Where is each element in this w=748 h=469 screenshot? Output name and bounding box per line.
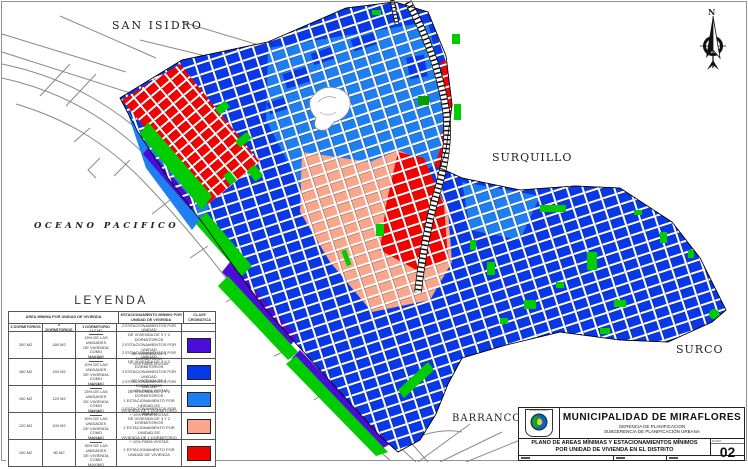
org-name: MUNICIPALIDAD DE MIRAFLORES <box>562 412 742 423</box>
plan-title: PLANO DE AREAS MÍNIMAS Y ESTACIONAMIENTO… <box>519 439 711 455</box>
legend-title: LEYENDA <box>74 293 148 307</box>
north-arrow-icon <box>700 15 726 70</box>
parking-rule: 2 ESTACIONAMIENTOS POR UNIDAD DE VIVIEND… <box>117 406 182 444</box>
area-2dorm: 80 M2 <box>43 440 76 467</box>
color-key-cell <box>182 413 215 439</box>
field-cell <box>519 456 614 460</box>
legend-header-spacer <box>182 324 215 331</box>
legend-header-2dorm: 2 DORMITORIOS <box>43 323 76 332</box>
area-1dorm-note: 25% DE LAS UNIDADES DE VIVIENDA COMO MAX… <box>83 389 109 414</box>
area-3dorm: 120 M2 <box>9 413 43 440</box>
area-2dorm: 100 M2 <box>43 413 76 440</box>
color-key-cell <box>182 386 215 412</box>
label-surquillo: SURQUILLO <box>492 151 573 164</box>
area-1dorm: 90 M2 25% DE LAS UNIDADES DE VIVIENDA CO… <box>76 382 117 414</box>
color-key-cell <box>182 359 215 385</box>
legend-row: 120 M2 100 M2 80 M2 30% DE LAS UNIDADES … <box>9 406 215 444</box>
parking-rule: 2 ESTACIONAMIENTOS POR UNIDAD DE VIVIEND… <box>117 379 182 417</box>
area-1dorm: 70 M2 35% DE LAS UNIDADES DE VIVIENDA CO… <box>76 436 117 468</box>
color-swatch-light-blue <box>186 391 211 407</box>
area-2dorm: 150 M2 <box>43 359 76 386</box>
color-swatch-blue <box>186 364 211 380</box>
area-1dorm-note: 20% DE LAS UNIDADES DE VIVIENDA COMO MAX… <box>83 362 109 387</box>
legend-table: AREA MINIMA POR UNIDAD DE VIVIENDA ESTAC… <box>8 311 216 468</box>
title-block-fields <box>519 456 744 460</box>
area-1dorm-note: 35% DE LAS UNIDADES DE VIVIENDA COMO MAX… <box>83 443 109 468</box>
legend-row: 200 M2 180 M2 110 M2 15% DE LAS UNIDADES… <box>9 323 215 366</box>
area-1dorm-note: 15% DE LAS UNIDADES DE VIVIENDA COMO MAX… <box>83 335 109 360</box>
legend-row: 100 M2 80 M2 70 M2 35% DE LAS UNIDADES D… <box>9 436 215 468</box>
title-block: MIRAFLORES MUNICIPALIDAD DE MIRAFLORES G… <box>518 407 745 461</box>
sheet-number: 02 <box>719 444 736 460</box>
area-1dorm-value: 80 M2 <box>90 409 102 416</box>
org-dept: GERENCIA DE PLANIFICACION <box>618 424 686 429</box>
plan-title-line1: PLANO DE AREAS MÍNIMAS Y ESTACIONAMIENTO… <box>531 440 698 447</box>
area-1dorm-value: 70 M2 <box>90 436 102 443</box>
color-swatch-salmon <box>186 418 211 434</box>
area-1dorm: 100 M2 20% DE LAS UNIDADES DE VIVIENDA C… <box>76 355 117 387</box>
area-1dorm: 110 M2 15% DE LAS UNIDADES DE VIVIENDA C… <box>76 328 117 360</box>
area-1dorm-value: 90 M2 <box>90 382 102 389</box>
legend-header-3dorm: 3 DORMITORIOS <box>9 324 43 332</box>
field-label-mark <box>521 457 530 459</box>
legend-header-spacer <box>117 324 182 332</box>
color-key-cell <box>182 332 215 358</box>
sheet-frame <box>1 1 747 461</box>
logo-text: MIRAFLORES <box>529 409 549 412</box>
field-cell <box>614 456 667 460</box>
barranco-roads <box>397 423 521 462</box>
legend-header-parking: ESTACIONAMIENTO MINIMO POR UNIDAD DE VIV… <box>119 312 185 324</box>
area-1dorm: 80 M2 30% DE LAS UNIDADES DE VIVIENDA CO… <box>76 409 117 441</box>
area-1dorm-note: 30% DE LAS UNIDADES DE VIVIENDA COMO MAX… <box>83 416 109 441</box>
parking-rule: 1 ESTACIONAMIENTO POR UNIDAD DE VIVIENDA <box>117 440 182 467</box>
org-subdept: SUBGERENCIA DE PLANIFICACIÓN URBANA <box>604 429 700 434</box>
label-barranco: BARRANCO <box>452 413 522 424</box>
color-swatch-red <box>186 445 211 461</box>
field-label-mark <box>669 457 678 459</box>
field-label-mark <box>616 457 625 459</box>
area-3dorm: 200 M2 <box>9 332 43 359</box>
globe-icon <box>530 413 548 431</box>
legend-header-area: AREA MINIMA POR UNIDAD DE VIVIENDA <box>9 312 120 324</box>
legend-panel: LEYENDA AREA MINIMA POR UNIDAD DE VIVIEN… <box>6 293 216 468</box>
zone-red-nw <box>122 64 260 204</box>
label-surco: SURCO <box>676 343 724 356</box>
huaca-site <box>309 86 351 131</box>
area-1dorm-value: 110 M2 <box>89 328 103 335</box>
legend-header-clave: CLAVE CROMATICA <box>188 313 212 322</box>
area-3dorm: 150 M2 <box>9 386 43 413</box>
area-1dorm-value: 100 M2 <box>89 355 103 362</box>
label-oceano-pacifico: OCEANO PACIFICO <box>34 221 180 231</box>
area-2dorm: 120 M2 <box>43 386 76 413</box>
legend-row: 180 M2 150 M2 100 M2 20% DE LAS UNIDADES… <box>9 350 215 393</box>
field-cell <box>667 456 744 460</box>
legend-row: 150 M2 120 M2 90 M2 25% DE LAS UNIDADES … <box>9 379 215 417</box>
sheet-number-label: PLANO <box>711 439 744 444</box>
legend-header-1dorm: 1 DORMITORIO <box>76 324 117 332</box>
color-swatch-purple <box>186 337 211 353</box>
green-areas <box>140 10 719 456</box>
label-north: N <box>708 7 716 17</box>
color-key-cell <box>182 440 215 466</box>
plan-title-line2: POR UNIDAD DE VIVIENDA EN EL DISTRITO <box>555 447 674 453</box>
municipality-logo: MIRAFLORES <box>519 408 560 438</box>
area-2dorm: 180 M2 <box>43 332 76 359</box>
label-san-isidro: SAN ISIDRO <box>112 19 203 32</box>
district-boundary <box>119 1 727 453</box>
sheet-number-cell: PLANO 02 <box>711 439 744 460</box>
area-3dorm: 100 M2 <box>9 440 43 467</box>
area-3dorm: 180 M2 <box>9 359 43 386</box>
